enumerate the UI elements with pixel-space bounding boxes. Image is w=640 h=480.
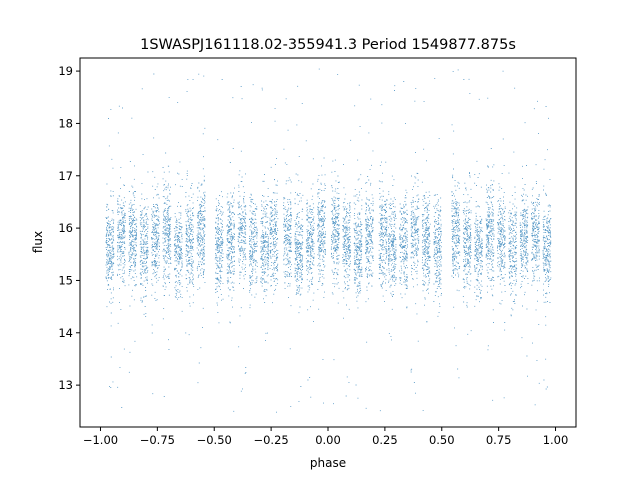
x-tick-label: 1.00: [543, 433, 569, 447]
y-tick-label: 15: [58, 273, 73, 287]
x-tick-label: 0.75: [486, 433, 512, 447]
y-tick-label: 18: [58, 116, 73, 130]
x-axis-ticks: −1.00 −0.75 −0.50 −0.25 0.00 0.25 0.50 0.75 1.00: [83, 427, 568, 447]
y-tick-label: 17: [58, 169, 73, 183]
plot-frame: [79, 57, 577, 428]
data-points: [105, 68, 552, 413]
y-axis-ticks: 13 14 15 16 17 18 19: [58, 64, 80, 392]
y-tick-label: 13: [58, 378, 73, 392]
x-tick-label: 0.50: [429, 433, 455, 447]
y-tick-label: 19: [58, 64, 73, 78]
x-tick-label: −0.50: [197, 433, 232, 447]
y-tick-label: 16: [58, 221, 73, 235]
x-tick-label: 0.00: [315, 433, 341, 447]
y-axis-label: flux: [31, 231, 45, 253]
x-axis-label: phase: [310, 456, 346, 470]
x-tick-label: 0.25: [372, 433, 398, 447]
x-tick-label: −0.25: [253, 433, 288, 447]
y-tick-label: 14: [58, 326, 73, 340]
scatter-point-markers: [105, 68, 552, 413]
x-tick-label: −0.75: [140, 433, 175, 447]
x-tick-label: −1.00: [83, 433, 118, 447]
chart-title: 1SWASPJ161118.02-355941.3 Period 1549877…: [140, 37, 516, 53]
